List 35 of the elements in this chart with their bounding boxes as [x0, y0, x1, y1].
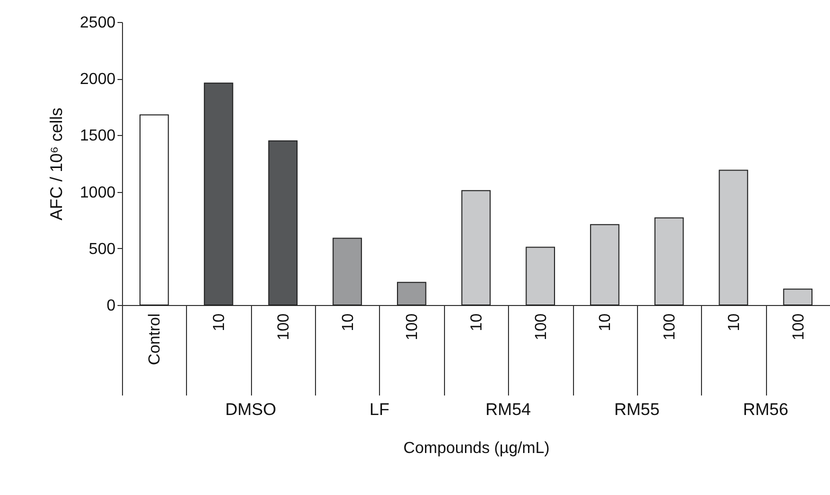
text: RM56 — [742, 400, 788, 419]
bar — [332, 238, 362, 306]
bar — [204, 82, 234, 306]
bar — [718, 170, 748, 306]
y-tick-label: 500 — [88, 240, 116, 258]
bar — [396, 282, 426, 306]
text: RM55 — [614, 400, 660, 419]
x-tick-label: Control — [146, 314, 164, 366]
bar — [590, 224, 620, 306]
y-tick-label: 1000 — [80, 184, 116, 202]
x-tick-label: 100 — [790, 313, 808, 340]
bar — [268, 140, 298, 306]
x-tick-label: 10 — [340, 313, 357, 332]
y-tick-label: 1500 — [80, 128, 116, 145]
x-tick-label: 100 — [404, 313, 422, 340]
y-tick-label: 0 — [106, 298, 116, 314]
y-axis-title: AFC / 10⁶ cells — [46, 108, 66, 220]
text: LF — [370, 400, 390, 419]
y-tick-label: 2500 — [80, 14, 116, 32]
x-tick-label: 100 — [275, 313, 292, 340]
x-tick-label: 10 — [211, 313, 228, 332]
x-tick-label: 100 — [532, 313, 550, 340]
bar — [783, 288, 812, 306]
x-tick-label: 100 — [662, 313, 679, 340]
text: DMSO — [225, 400, 276, 419]
y-tick-label: 2000 — [80, 71, 116, 88]
x-tick-label: 10 — [468, 313, 486, 332]
x-tick-label: 10 — [597, 313, 614, 332]
bar — [461, 190, 491, 306]
x-axis-title: Compounds (µg/mL) — [403, 440, 550, 457]
x-tick-label: 10 — [726, 313, 743, 332]
text: RM54 — [486, 400, 531, 419]
bar — [140, 114, 169, 306]
bar — [654, 217, 684, 306]
bar — [526, 246, 556, 306]
